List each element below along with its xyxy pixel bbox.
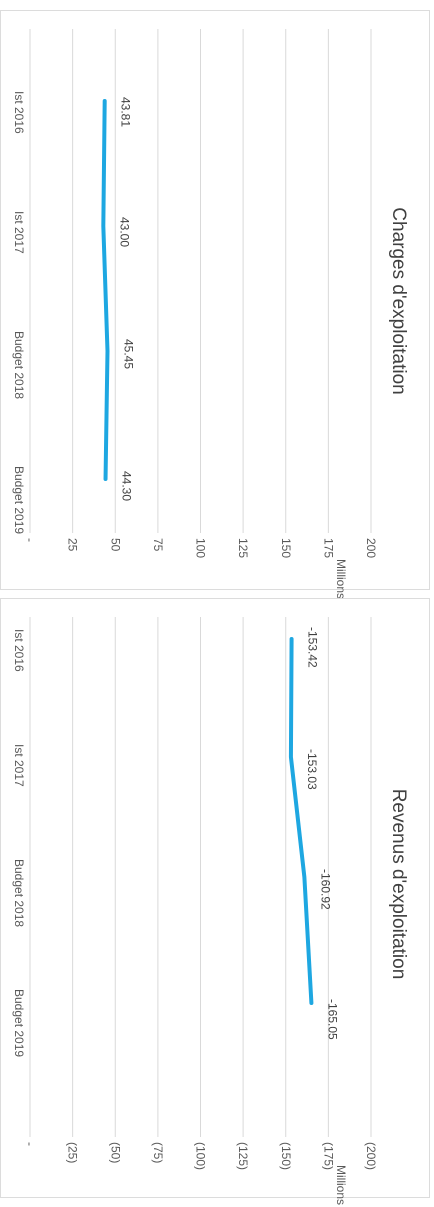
chart-title: Charges d'exploitation [388,207,409,394]
value-tick-label: (25) [66,1142,80,1163]
value-tick-label: 50 [108,538,122,552]
value-tick-label: (150) [279,1142,293,1170]
data-label: -153.03 [305,749,319,790]
data-label: 45.45 [121,339,135,369]
value-tick-label: - [23,1142,37,1146]
category-label: Ist 2016 [12,629,26,672]
data-label: 43.00 [117,217,131,247]
gridlines [29,29,372,533]
data-labels: 43.81 43.00 45.45 44.30 [117,97,135,501]
value-tick-label: 200 [364,538,378,558]
category-label: Ist 2017 [12,211,26,254]
value-tick-label: (100) [194,1142,208,1170]
value-tick-label: (50) [108,1142,122,1163]
data-label: 44.30 [120,471,134,501]
series-line [288,637,314,1005]
charges-chart-svg: - 25 50 75 100 125 150 175 200 Ist 2016 Ist 2017 Bu… [12,29,409,599]
data-label: -153.42 [306,627,320,668]
data-label: 43.81 [119,97,133,127]
value-tick-label: (200) [364,1142,378,1170]
data-label: -160.92 [318,869,332,910]
charges-chart-panel: - 25 50 75 100 125 150 175 200 Ist 2016 Ist 2017 Bu… [0,10,430,599]
unit-label: Millions [334,1165,348,1205]
category-label: Budget 2018 [12,331,26,399]
value-tick-label: 75 [151,538,165,552]
value-axis-ticks: - 25 50 75 100 125 150 175 200 [23,538,378,558]
value-tick-label: (125) [236,1142,250,1170]
category-axis: Ist 2016 Ist 2017 Budget 2018 Budget 2019 [12,629,26,1057]
value-tick-label: 100 [194,538,208,558]
data-label: -165.05 [325,999,339,1040]
value-tick-label: (75) [151,1142,165,1163]
revenus-chart-panel: - (25) (50) (75) (100) (125) (150) (175) (200) Is… [0,598,430,1205]
value-tick-label: 175 [321,538,335,558]
value-tick-label: 150 [279,538,293,558]
category-axis: Ist 2016 Ist 2017 Budget 2018 Budget 2019 [12,91,26,534]
category-label: Ist 2017 [12,744,26,787]
category-label: Ist 2016 [12,91,26,134]
series-line [101,99,110,481]
value-tick-label: (175) [321,1142,335,1170]
category-label: Budget 2018 [12,859,26,927]
value-tick-label: 125 [236,538,250,558]
chart-title: Revenus d'exploitation [388,789,409,980]
category-label: Budget 2019 [12,466,26,534]
unit-label: Millions [334,559,348,599]
category-label: Budget 2019 [12,989,26,1057]
data-labels: -153.42 -153.03 -160.92 -165.05 [305,627,339,1040]
value-tick-label: - [23,538,37,542]
value-tick-label: 25 [66,538,80,552]
value-axis-ticks: - (25) (50) (75) (100) (125) (150) (175) (200) [23,1142,378,1170]
gridlines [29,617,372,1137]
revenus-chart-svg: - (25) (50) (75) (100) (125) (150) (175) (200) Is… [12,617,409,1205]
